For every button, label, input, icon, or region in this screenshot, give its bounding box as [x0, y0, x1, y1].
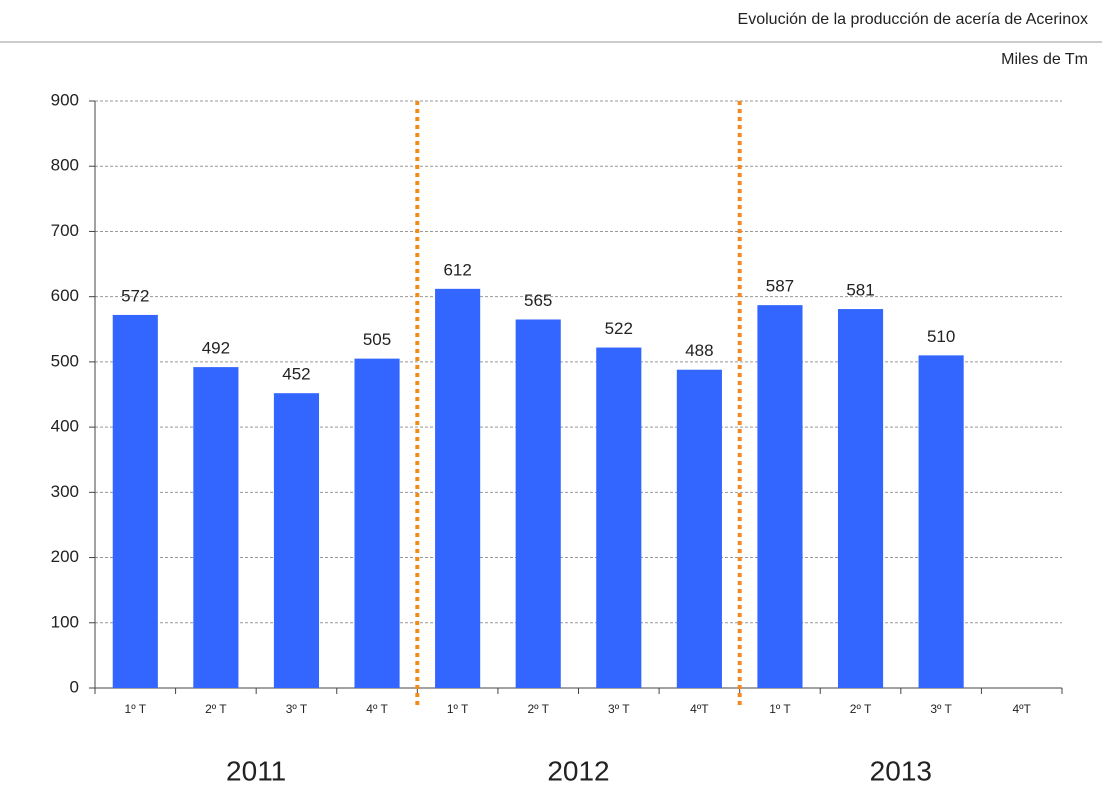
data-label: 488 — [685, 341, 713, 360]
x-tick-label: 3º T — [930, 702, 952, 716]
data-label: 510 — [927, 327, 955, 346]
y-tick-label: 200 — [51, 547, 79, 566]
y-tick-label: 600 — [51, 286, 79, 305]
bar — [918, 355, 964, 688]
x-tick-label: 4º T — [366, 702, 388, 716]
y-tick-label: 300 — [51, 482, 79, 501]
x-tick-label: 1º T — [447, 702, 469, 716]
x-tick-label: 1º T — [769, 702, 791, 716]
data-label: 565 — [524, 291, 552, 310]
y-tick-label: 500 — [51, 351, 79, 370]
bar — [435, 288, 481, 688]
bar — [757, 305, 803, 688]
y-tick-label: 700 — [51, 221, 79, 240]
group-label: 2011 — [226, 755, 286, 786]
data-label: 452 — [282, 365, 310, 384]
x-tick-label: 3º T — [286, 702, 308, 716]
x-tick-label: 4ºT — [1013, 702, 1032, 716]
bar — [837, 309, 884, 688]
bar — [515, 319, 561, 688]
x-tick-label: 1º T — [125, 702, 147, 716]
bar — [193, 367, 239, 688]
x-tick-label: 2º T — [205, 702, 227, 716]
data-label: 492 — [202, 339, 230, 358]
data-label: 505 — [363, 330, 391, 349]
chart-subtitle: Miles de Tm — [1001, 51, 1088, 68]
y-tick-label: 100 — [51, 612, 79, 631]
x-tick-label: 3º T — [608, 702, 630, 716]
y-tick-label: 900 — [51, 90, 79, 109]
bar — [273, 393, 320, 688]
data-label: 581 — [846, 281, 874, 300]
bar — [112, 314, 158, 688]
data-label: 612 — [443, 260, 471, 279]
bar — [596, 347, 642, 688]
y-tick-label: 800 — [51, 156, 79, 175]
x-tick-label: 2º T — [527, 702, 549, 716]
y-tick-label: 0 — [70, 677, 79, 696]
x-tick-label: 4ºT — [690, 702, 709, 716]
bar — [354, 358, 400, 688]
group-label: 2012 — [547, 755, 609, 786]
data-label: 587 — [766, 277, 794, 296]
chart-title: Evolución de la producción de acería de … — [738, 11, 1088, 28]
x-tick-label: 2º T — [850, 702, 872, 716]
data-label: 522 — [605, 319, 633, 338]
y-tick-label: 400 — [51, 417, 79, 436]
bar — [676, 369, 722, 688]
data-label: 572 — [121, 286, 149, 305]
group-label: 2013 — [870, 755, 932, 786]
